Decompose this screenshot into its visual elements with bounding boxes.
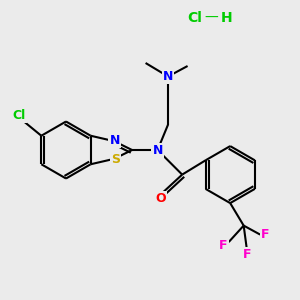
Text: N: N bbox=[110, 134, 120, 147]
Text: —: — bbox=[205, 11, 218, 25]
Text: F: F bbox=[261, 228, 270, 241]
Text: N: N bbox=[163, 70, 173, 83]
Text: Cl: Cl bbox=[188, 11, 202, 25]
Text: H: H bbox=[221, 11, 232, 25]
Text: F: F bbox=[243, 248, 251, 261]
Text: S: S bbox=[111, 153, 120, 166]
Text: O: O bbox=[156, 191, 166, 205]
Text: F: F bbox=[219, 238, 227, 252]
Text: Cl: Cl bbox=[13, 109, 26, 122]
Text: N: N bbox=[152, 143, 163, 157]
